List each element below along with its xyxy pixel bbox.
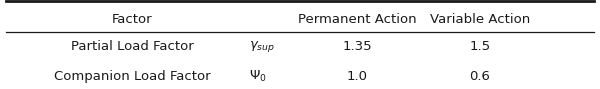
Text: Partial Load Factor: Partial Load Factor xyxy=(71,40,193,53)
Text: Variable Action: Variable Action xyxy=(430,13,530,26)
Text: Factor: Factor xyxy=(112,13,152,26)
Text: $\gamma_{sup}$: $\gamma_{sup}$ xyxy=(249,39,275,54)
Text: Permanent Action: Permanent Action xyxy=(298,13,416,26)
Text: 1.5: 1.5 xyxy=(469,40,491,53)
Text: Companion Load Factor: Companion Load Factor xyxy=(53,70,211,83)
Text: 0.6: 0.6 xyxy=(470,70,490,83)
Text: 1.35: 1.35 xyxy=(342,40,372,53)
Text: $\Psi_{0}$: $\Psi_{0}$ xyxy=(249,69,267,84)
Text: 1.0: 1.0 xyxy=(347,70,367,83)
